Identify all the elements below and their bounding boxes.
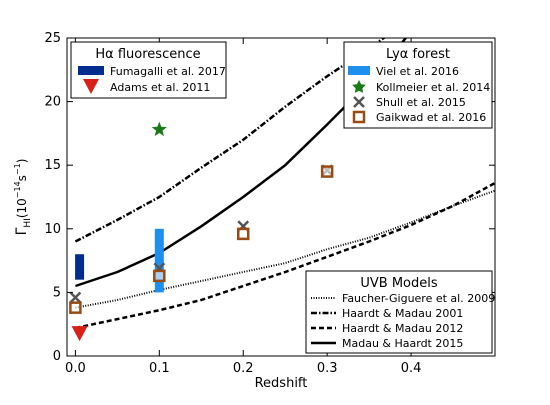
svg-text:ΓHI(10−14s−1): ΓHI(10−14s−1) xyxy=(13,159,33,236)
legend-lya: Lyα forest Viel et al. 2016 Kollmeier et… xyxy=(343,41,493,129)
legend-fumagalli-swatch xyxy=(78,66,104,75)
legend-lya-title: Lyα forest xyxy=(386,47,450,62)
legend-uvb-title: UVB Models xyxy=(360,276,437,291)
x-tick-label: 0.1 xyxy=(149,361,170,376)
y-title-sub: HI xyxy=(23,218,33,227)
legend-gaikwad-label: Gaikwad et al. 2016 xyxy=(376,111,486,124)
y-title-mid: s xyxy=(15,175,29,181)
y-tick-label: 5 xyxy=(53,285,61,300)
y-tick-label: 0 xyxy=(53,349,61,364)
legend-kollmeier-label: Kollmeier et al. 2014 xyxy=(376,81,490,94)
y-title-exp: −14 xyxy=(13,181,22,198)
y-title-suffix: ) xyxy=(15,159,29,164)
square-marker xyxy=(320,165,334,178)
y-title-prefix: (10 xyxy=(15,198,29,218)
x-axis-title: Redshift xyxy=(255,376,308,391)
legend-adams-marker xyxy=(83,79,99,94)
axis-ticks: 0.0 0.1 0.2 0.3 0.4 0 5 10 15 20 25 xyxy=(44,31,495,376)
uvb-curve-dashed xyxy=(75,181,495,330)
legend-viel-label: Viel et al. 2016 xyxy=(376,65,459,78)
legend-mh15-label: Madau & Haardt 2015 xyxy=(342,337,463,350)
legend-shull-marker xyxy=(353,96,365,108)
y-title-exp2: −1 xyxy=(13,163,22,175)
square-marker xyxy=(69,301,82,314)
square-marker xyxy=(153,269,166,283)
legend-uvb: UVB Models Faucher-Giguere et al. 2009 H… xyxy=(305,270,495,354)
bar-marker xyxy=(75,254,85,280)
square-marker xyxy=(236,227,250,241)
legend-fg09-label: Faucher-Giguere et al. 2009 xyxy=(342,292,495,305)
legend-halpha: Hα fluorescence Fumagalli et al. 2017 Ad… xyxy=(70,41,227,99)
x-marker xyxy=(69,291,82,304)
y-tick-label: 20 xyxy=(44,95,61,110)
legend-shull-label: Shull et al. 2015 xyxy=(376,96,466,109)
legend-gaikwad-marker xyxy=(352,110,366,124)
legend-uvb-box xyxy=(305,270,493,354)
y-title-main: Γ xyxy=(14,227,30,235)
legend-halpha-title: Hα fluorescence xyxy=(95,47,200,62)
y-axis-title: ΓHI(10−14s−1) xyxy=(13,159,33,236)
triangle-marker xyxy=(71,326,88,342)
x-tick-label: 0.0 xyxy=(65,361,86,376)
x-tick-label: 0.3 xyxy=(317,361,338,376)
legend-viel-swatch xyxy=(348,66,370,75)
x-tick-label: 0.2 xyxy=(233,361,254,376)
plot-frame xyxy=(66,37,496,357)
y-tick-label: 15 xyxy=(44,158,61,173)
legend-kollmeier-marker xyxy=(352,80,366,93)
star-marker xyxy=(151,121,167,137)
y-tick-label: 25 xyxy=(44,31,61,46)
y-tick-label: 10 xyxy=(44,222,61,237)
data-markers xyxy=(69,121,334,342)
legend-fumagalli-label: Fumagalli et al. 2017 xyxy=(110,65,226,78)
legend-adams-label: Adams et al. 2011 xyxy=(110,81,210,94)
x-tick-label: 0.4 xyxy=(401,361,422,376)
legend-hm01-label: Haardt & Madau 2001 xyxy=(342,307,463,320)
legend-hm12-label: Haardt & Madau 2012 xyxy=(342,322,463,335)
legend-lya-box xyxy=(343,41,493,129)
bar-marker xyxy=(154,228,164,293)
